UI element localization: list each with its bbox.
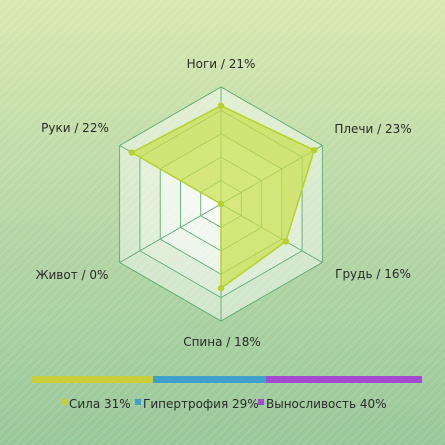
radar-axis-labels: Ноги / 21% Плечи / 23% Грудь / 16% Спина / … [36, 57, 412, 349]
data-point [128, 149, 136, 156]
legend: Сила 31% Гипертрофия 29% Выносливость 40% [61, 397, 387, 411]
legend-bar [32, 376, 422, 383]
data-point [217, 285, 225, 292]
axis-spoke [119, 203, 222, 263]
axis-label: Грудь / 16% [335, 267, 411, 281]
data-point [311, 146, 318, 154]
axis-label: Живот / 0% [36, 268, 109, 282]
legend-swatch [61, 399, 67, 405]
legend-label: Сила 31% [69, 397, 131, 411]
radar-series [128, 102, 318, 292]
data-point [217, 200, 225, 208]
legend-bar-segment [152, 376, 266, 383]
axis-label: Ноги / 21% [187, 57, 256, 71]
axis-label: Руки / 22% [41, 121, 109, 135]
axis-label: Плечи / 23% [334, 122, 411, 136]
legend-swatch [258, 399, 264, 405]
data-point [217, 102, 225, 109]
legend-bar-segment [32, 376, 153, 383]
data-point [282, 238, 290, 245]
legend-label: Выносливость 40% [266, 397, 387, 411]
axis-label: Спина / 18% [183, 335, 261, 349]
legend-label: Гипертрофия 29% [143, 397, 259, 411]
legend-swatch [135, 399, 141, 405]
legend-bar-segment [266, 376, 422, 383]
